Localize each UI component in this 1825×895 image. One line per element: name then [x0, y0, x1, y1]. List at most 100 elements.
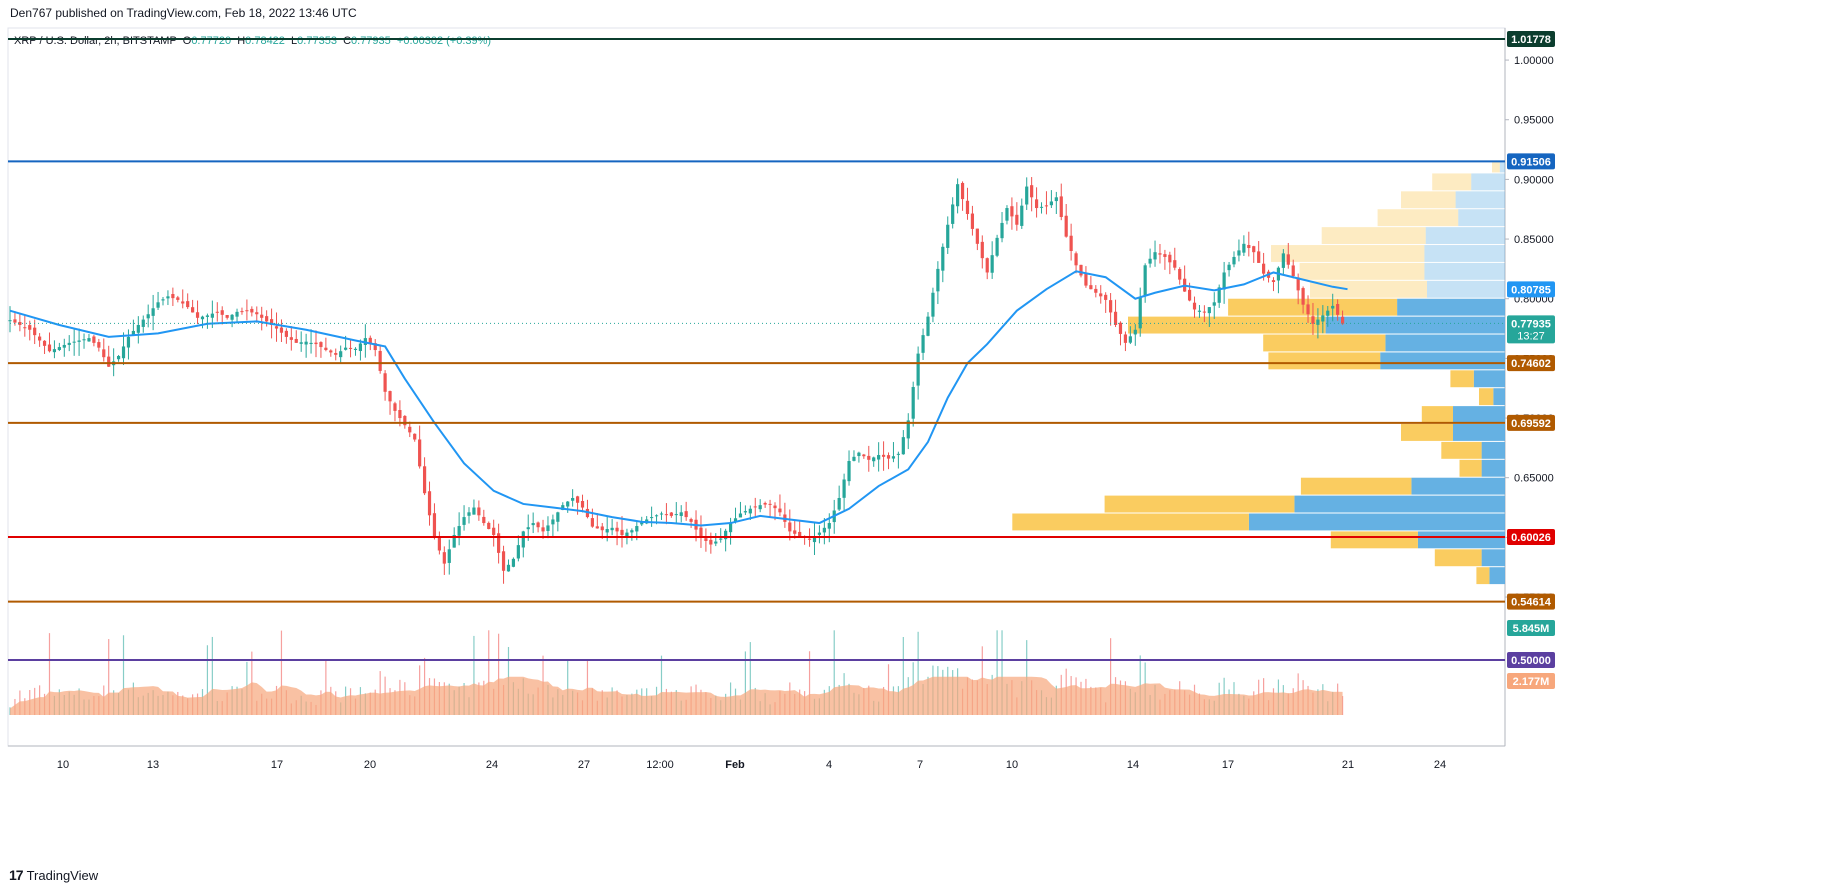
candle-body [1262, 263, 1266, 274]
volume-profile-up [1397, 298, 1505, 316]
candle-body [625, 532, 629, 538]
candle-body [714, 541, 718, 544]
candle-body [1000, 222, 1004, 239]
x-tick-label: 7 [917, 759, 923, 771]
candle-body [689, 519, 693, 522]
horizontal-levels-layer[interactable] [8, 37, 1505, 661]
candle-body [1291, 265, 1295, 277]
level-badge [1507, 593, 1555, 610]
candle-body [191, 307, 195, 313]
volume-ma-area [10, 676, 1343, 715]
candle-body [23, 327, 27, 329]
candle-body [1153, 252, 1157, 260]
candle-body [462, 517, 466, 525]
y-tick-label: 0.95000 [1514, 115, 1554, 127]
time-axis[interactable]: 10 13 17 20 24 27 12:00 Feb 4 7 10 14 17 21 24 [57, 759, 1446, 771]
level-badge [1507, 652, 1555, 668]
volume-profile-up [1325, 316, 1505, 334]
level-badge [1507, 414, 1555, 431]
candle-body [842, 479, 846, 498]
y-tick-label: 0.85000 [1514, 234, 1554, 246]
candle-body [477, 507, 481, 516]
candle-body [610, 527, 614, 531]
volume-profile-up [1411, 477, 1505, 495]
candle-body [506, 564, 511, 572]
candle-body [753, 506, 757, 508]
price-axis[interactable]: 1.000000.950000.900000.850000.800000.750… [1505, 30, 1555, 689]
volume-profile-up [1425, 227, 1505, 245]
y-tick-label: 0.90000 [1514, 174, 1554, 186]
volume-profile-up [1417, 531, 1505, 549]
candle-body [116, 355, 121, 360]
candle-body [699, 527, 703, 538]
volume-profile-up [1455, 191, 1505, 209]
volume-profile-up [1427, 280, 1505, 298]
candle-body [1222, 272, 1226, 290]
candle-body [324, 347, 328, 351]
candle-body [1010, 206, 1014, 217]
candle-body [798, 531, 802, 537]
volume-profile-up [1424, 262, 1505, 280]
candle-body [970, 213, 975, 229]
volume-profile-down [1128, 316, 1326, 334]
candle-body [1094, 288, 1098, 293]
volume-profile-down [1401, 424, 1453, 441]
volume-badge-label: 5.845M [1513, 623, 1550, 635]
volume-profile-up [1471, 173, 1505, 191]
candle-body [151, 308, 155, 316]
candle-body [1104, 294, 1108, 300]
candle-body [709, 539, 713, 545]
candle-body [1192, 302, 1197, 310]
candle-body [556, 512, 560, 522]
volume-profile-down [1330, 531, 1418, 549]
candle-body [289, 337, 293, 340]
candle-body [294, 338, 298, 343]
candle-body [368, 337, 372, 345]
candle-body [773, 505, 777, 509]
candle-body [13, 319, 17, 323]
tradingview-footer[interactable]: 17 TradingView [9, 867, 98, 883]
candle-body [921, 335, 925, 353]
candle-body [107, 356, 111, 367]
candle-body [1311, 316, 1315, 324]
volume-profile-down [1441, 441, 1482, 459]
candle-body [872, 457, 876, 462]
level-badge-label: 0.74602 [1511, 358, 1551, 370]
candle-body [358, 343, 363, 352]
candle-body [1015, 214, 1019, 225]
candle-body [975, 228, 979, 244]
candle-body [18, 321, 22, 325]
candle-body [408, 426, 412, 433]
candle-body [817, 532, 822, 535]
candle-body [1099, 293, 1103, 297]
volume-profile-up [1458, 209, 1505, 227]
volume-profile-up [1489, 567, 1505, 585]
candle-body [575, 496, 580, 503]
volume-profile-down [1268, 352, 1381, 370]
candle-body [620, 529, 624, 535]
candle-body [995, 237, 999, 256]
candle-body [911, 387, 915, 419]
volume-profile-down [1479, 388, 1494, 406]
plot-frame [7, 27, 1506, 747]
volume-profile-up [1481, 441, 1505, 459]
candle-body [1281, 253, 1285, 268]
candle-body [472, 507, 476, 515]
candle-body [225, 314, 229, 318]
candle-body [906, 420, 910, 439]
candle-body [265, 316, 269, 322]
x-tick-label: 24 [486, 759, 498, 771]
candle-body [1336, 304, 1340, 315]
y-tick-label: 0.65000 [1514, 473, 1554, 485]
volume-profile-down [1263, 334, 1386, 352]
candle-body [492, 527, 496, 535]
candle-body [87, 338, 91, 342]
open-label: O [182, 35, 192, 47]
candle-body [52, 349, 57, 353]
candle-body [1321, 315, 1325, 322]
candle-body [960, 182, 965, 200]
volume-profile-up [1385, 334, 1505, 352]
volume-profile-down [1492, 161, 1500, 173]
candle-body [260, 314, 264, 318]
